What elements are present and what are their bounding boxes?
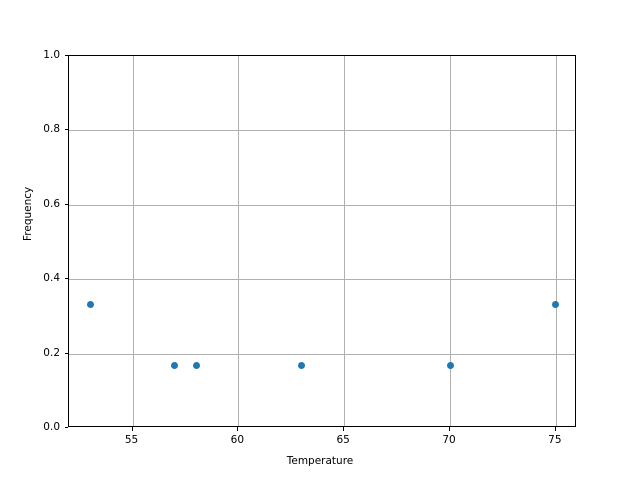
gridline-horizontal bbox=[69, 279, 575, 281]
grid-layer bbox=[69, 56, 575, 426]
scatter-point bbox=[552, 300, 560, 308]
y-axis-tick-label: 0.0 bbox=[43, 421, 60, 433]
scatter-data-layer bbox=[69, 56, 575, 426]
gridline-horizontal bbox=[69, 204, 575, 206]
y-axis-tick-label: 1.0 bbox=[43, 49, 60, 61]
x-axis-tick-mark bbox=[237, 427, 239, 431]
scatter-point bbox=[192, 362, 200, 370]
scatter-point bbox=[171, 362, 179, 370]
x-axis-label: Temperature bbox=[286, 455, 354, 467]
y-axis-label: Frequency bbox=[22, 186, 34, 241]
scatter-point bbox=[446, 362, 454, 370]
gridline-vertical bbox=[555, 56, 557, 426]
gridline-horizontal bbox=[69, 130, 575, 132]
x-axis-tick-mark bbox=[343, 427, 345, 431]
x-axis-tick-mark bbox=[131, 427, 133, 431]
y-axis-tick-label: 0.6 bbox=[43, 197, 60, 210]
x-axis-tick-mark bbox=[554, 427, 556, 431]
y-axis-tick-label: 0.8 bbox=[43, 123, 60, 136]
y-axis-tick-label: 0.4 bbox=[43, 272, 60, 285]
gridline-horizontal bbox=[69, 353, 575, 355]
y-axis-tick-mark bbox=[64, 427, 68, 429]
x-axis-tick-label: 75 bbox=[548, 434, 562, 446]
y-axis-tick-label: 0.2 bbox=[43, 346, 60, 359]
x-axis-tick-label: 60 bbox=[230, 434, 245, 446]
x-axis-tick-label: 65 bbox=[336, 434, 350, 446]
gridline-vertical bbox=[132, 56, 134, 426]
plot-axes bbox=[68, 55, 576, 427]
scatter-point bbox=[86, 300, 94, 308]
gridline-vertical bbox=[344, 56, 346, 426]
gridline-vertical bbox=[238, 56, 240, 426]
x-axis-tick-label: 70 bbox=[442, 434, 456, 446]
x-axis-tick-label: 55 bbox=[124, 434, 139, 446]
scatter-point bbox=[298, 362, 306, 370]
gridline-vertical bbox=[450, 56, 451, 426]
x-axis-tick-mark bbox=[449, 427, 451, 431]
